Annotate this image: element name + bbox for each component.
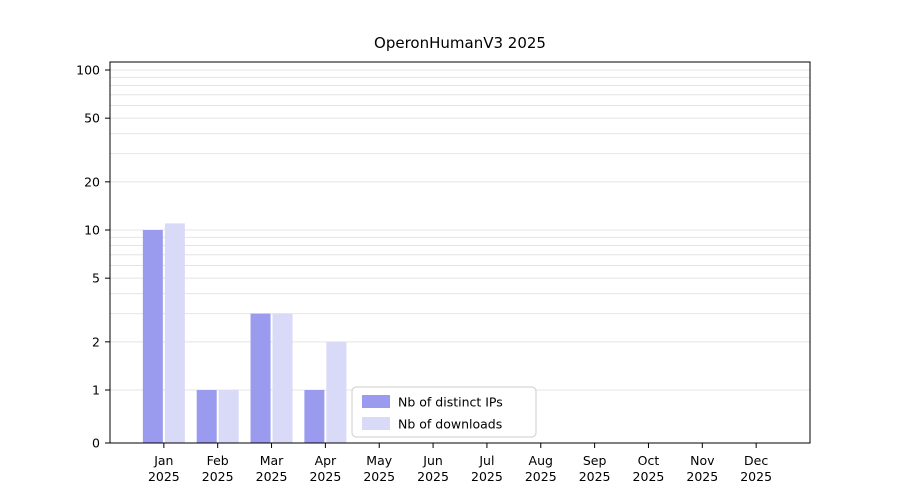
x-tick-label-year: 2025: [633, 469, 665, 484]
y-tick-label: 5: [92, 271, 100, 286]
x-tick-label-month: May: [366, 453, 392, 468]
y-tick-label: 10: [84, 223, 100, 238]
x-tick-label-year: 2025: [256, 469, 288, 484]
x-tick-label-year: 2025: [471, 469, 503, 484]
x-tick-label-year: 2025: [417, 469, 449, 484]
bar-feb-downloads: [218, 390, 239, 443]
x-tick-label-month: Feb: [207, 453, 229, 468]
x-tick-label-month: Sep: [583, 453, 607, 468]
bar-jan-distinct-ips: [142, 230, 163, 443]
y-tick-label: 0: [92, 436, 100, 451]
legend-swatch-downloads: [362, 417, 390, 430]
x-tick-label-year: 2025: [148, 469, 180, 484]
x-tick-label-year: 2025: [579, 469, 611, 484]
x-tick-label-year: 2025: [363, 469, 395, 484]
x-tick-label-year: 2025: [202, 469, 234, 484]
legend-label-downloads: Nb of downloads: [398, 417, 502, 432]
legend-swatch-distinct-ips: [362, 395, 390, 408]
bar-mar-downloads: [272, 313, 293, 443]
chart-title: OperonHumanV3 2025: [374, 34, 546, 52]
bar-mar-distinct-ips: [250, 313, 271, 443]
x-tick-label-year: 2025: [525, 469, 557, 484]
x-tick-label-year: 2025: [740, 469, 772, 484]
x-tick-label-month: Jun: [422, 453, 443, 468]
x-tick-label-month: Nov: [690, 453, 715, 468]
x-tick-label-month: Mar: [260, 453, 284, 468]
y-tick-label: 100: [76, 63, 100, 78]
x-tick-label-month: Oct: [638, 453, 660, 468]
y-tick-label: 20: [84, 174, 100, 189]
x-tick-label-year: 2025: [686, 469, 718, 484]
y-tick-label: 1: [92, 383, 100, 398]
x-tick-label-year: 2025: [309, 469, 341, 484]
plot-area: [110, 62, 810, 443]
x-tick-label-month: Dec: [744, 453, 768, 468]
bar-apr-distinct-ips: [304, 390, 325, 443]
legend-box: [351, 386, 537, 438]
bar-jan-downloads: [164, 223, 185, 443]
x-tick-label-month: Jul: [478, 453, 494, 468]
y-tick-label: 50: [84, 111, 100, 126]
x-tick-label-month: Apr: [315, 453, 337, 468]
x-tick-label-month: Aug: [529, 453, 553, 468]
bar-apr-downloads: [326, 341, 347, 443]
x-tick-label-month: Jan: [153, 453, 173, 468]
bar-feb-distinct-ips: [196, 390, 217, 443]
y-tick-label: 2: [92, 334, 100, 349]
plot-border: [109, 61, 811, 444]
legend-label-distinct-ips: Nb of distinct IPs: [398, 395, 503, 410]
